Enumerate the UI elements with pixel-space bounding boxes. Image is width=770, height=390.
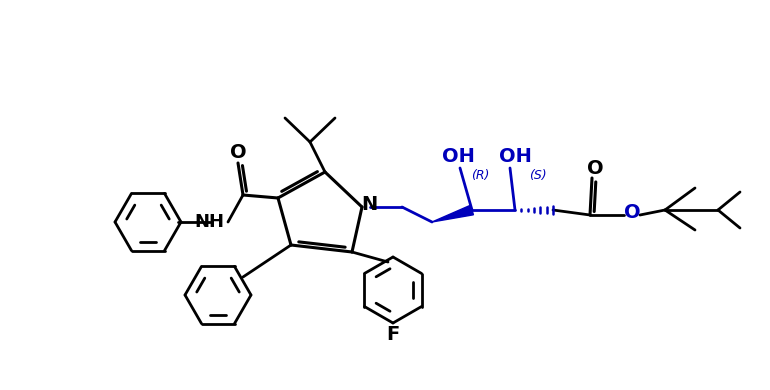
Text: O: O — [229, 144, 246, 163]
Polygon shape — [432, 205, 474, 222]
Text: (R): (R) — [470, 170, 489, 183]
Text: (S): (S) — [529, 170, 547, 183]
Text: F: F — [387, 326, 400, 344]
Text: NH: NH — [194, 213, 224, 231]
Text: N: N — [361, 195, 377, 213]
Text: O: O — [587, 158, 604, 177]
Text: OH: OH — [498, 147, 531, 165]
Text: O: O — [624, 204, 641, 223]
Text: OH: OH — [441, 147, 474, 165]
